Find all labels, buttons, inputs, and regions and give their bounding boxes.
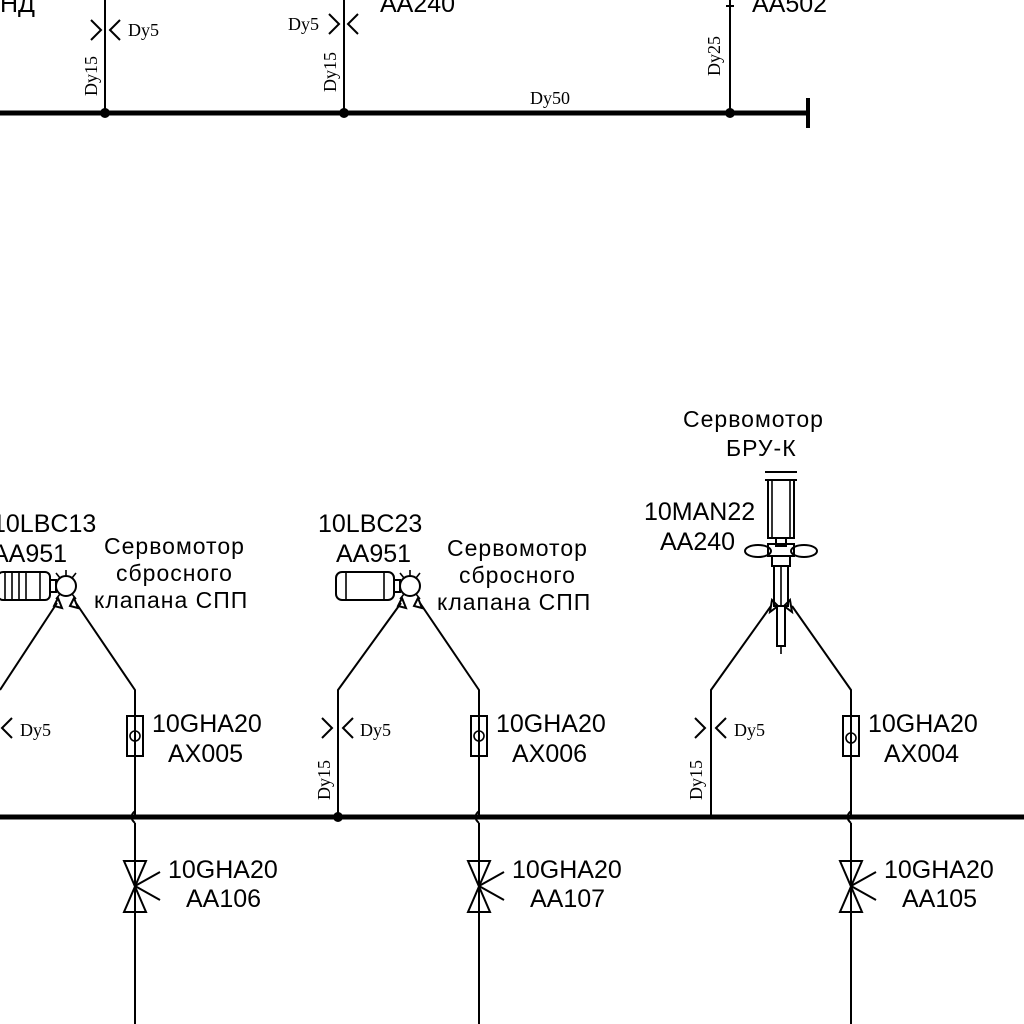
impulse-line-10lbc13-right xyxy=(75,602,136,817)
top-label-aa240: AA240 xyxy=(380,0,455,18)
impulse-line-10lbc13-left xyxy=(0,602,58,691)
top-dn-restrictor-1: Dy5 xyxy=(128,20,159,40)
valve-aa106-tag-line1: 10GHA20 xyxy=(168,856,278,884)
servomotor-10lbc13-symbol xyxy=(0,570,80,610)
branch-10lbc23-dn: Dy15 xyxy=(314,760,334,800)
top-dn-branch-1: Dy15 xyxy=(81,56,101,96)
top-dn-restrictor-2: Dy5 xyxy=(288,14,319,34)
restrictor-10lbc23-symbol xyxy=(321,717,354,739)
group-10lbc23: Dy5 Dy15 10LBC23 AA951 Сервомотор сбросн… xyxy=(314,510,622,1024)
group-10man22: Dy5 Dy15 Сервомотор БРУ-К 10MAN22 AA240 … xyxy=(644,406,994,1024)
restrictor-10lbc23-dn: Dy5 xyxy=(360,720,391,740)
caption-bru-k-line2: БРУ-К xyxy=(726,435,797,461)
valve-aa105-tag-line1: 10GHA20 xyxy=(884,856,994,884)
top-junction-2 xyxy=(339,108,349,118)
servomotor-10lbc23-symbol xyxy=(335,570,424,610)
gauge-ax006-symbol xyxy=(470,715,488,757)
valve-aa107-tag-line1: 10GHA20 xyxy=(512,856,622,884)
top-dn-branch-3: Dy25 xyxy=(704,36,724,76)
restrictor-10lbc13-symbol xyxy=(0,717,13,739)
top-junction-3 xyxy=(725,108,735,118)
valve-aa107-tag-line2: AA107 xyxy=(530,885,605,913)
actuator-10lbc13-tag-line1: 10LBC13 xyxy=(0,510,96,538)
gauge-ax006-tag-line2: AX006 xyxy=(512,740,587,768)
impulse-line-10man22-left xyxy=(710,605,772,817)
caption-10lbc13-line3: клапана СПП xyxy=(94,587,248,613)
actuator-10lbc13-tag-line2: AA951 xyxy=(0,540,67,568)
actuator-10man22-tag-line1: 10MAN22 xyxy=(644,498,755,526)
crossover-ax005 xyxy=(130,810,136,824)
valve-aa105-tag-line2: AA105 xyxy=(902,885,977,913)
top-section: НД AA240 AA502 Dy50 Dy5 Dy5 Dy15 Dy15 Dy… xyxy=(0,0,827,128)
crossover-ax006 xyxy=(474,810,480,824)
impulse-line-10lbc23-right xyxy=(419,602,480,817)
gauge-ax005-tag-line1: 10GHA20 xyxy=(152,710,262,738)
top-label-aa502: AA502 xyxy=(752,0,827,18)
top-dn-branch-2: Dy15 xyxy=(320,52,340,92)
valve-aa106-symbol xyxy=(122,860,148,913)
caption-10lbc13-line1: Сервомотор xyxy=(104,533,245,559)
junction-10lbc23 xyxy=(333,812,343,822)
servomotor-bru-k-symbol xyxy=(744,471,818,654)
top-junction-1 xyxy=(100,108,110,118)
impulse-line-10lbc23-left xyxy=(337,602,402,817)
restrictor-10lbc13-dn: Dy5 xyxy=(20,720,51,740)
group-10lbc13: Dy5 10LBC13 AA951 Сервомотор сбросного к… xyxy=(0,510,278,1024)
restrictor-10man22-symbol xyxy=(694,717,727,739)
caption-10lbc23-line2: сбросного xyxy=(459,562,576,588)
actuator-10lbc23-tag-line1: 10LBC23 xyxy=(318,510,422,538)
gauge-ax006-tag-line1: 10GHA20 xyxy=(496,710,606,738)
caption-bru-k-line1: Сервомотор xyxy=(683,406,824,432)
impulse-line-10man22-right xyxy=(791,605,852,817)
caption-10lbc23-line3: клапана СПП xyxy=(437,589,591,615)
valve-aa107-symbol xyxy=(466,860,492,913)
valve-aa106-tag-line2: AA106 xyxy=(186,885,261,913)
actuator-10lbc23-tag-line2: AA951 xyxy=(336,540,411,568)
gauge-ax005-symbol xyxy=(126,715,144,757)
top-restrictor-1-symbol xyxy=(90,19,121,41)
restrictor-10man22-dn: Dy5 xyxy=(734,720,765,740)
gauge-ax004-tag-line2: AX004 xyxy=(884,740,959,768)
actuator-10man22-tag-line2: AA240 xyxy=(660,528,735,556)
top-dn-header: Dy50 xyxy=(530,88,570,108)
top-label-nd: НД xyxy=(0,0,35,18)
caption-10lbc13-line2: сбросного xyxy=(116,560,233,586)
caption-10lbc23-line1: Сервомотор xyxy=(447,535,588,561)
gauge-ax004-symbol xyxy=(842,715,860,757)
top-restrictor-2-symbol xyxy=(328,13,359,35)
crossover-ax004 xyxy=(846,810,852,824)
branch-10man22-dn: Dy15 xyxy=(686,760,706,800)
valve-aa105-symbol xyxy=(838,860,864,913)
gauge-ax005-tag-line2: AX005 xyxy=(168,740,243,768)
gauge-ax004-tag-line1: 10GHA20 xyxy=(868,710,978,738)
